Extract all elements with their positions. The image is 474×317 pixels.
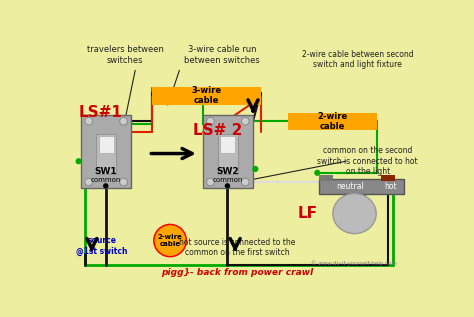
Bar	[319, 175, 333, 181]
Circle shape	[120, 178, 128, 186]
Circle shape	[85, 117, 92, 125]
Text: source
@1st switch: source @1st switch	[76, 236, 128, 256]
Text: LS# 2: LS# 2	[193, 123, 243, 138]
Circle shape	[241, 117, 249, 125]
Bar	[99, 136, 113, 153]
Circle shape	[154, 224, 186, 257]
Text: LF: LF	[297, 206, 317, 221]
Bar	[220, 136, 235, 153]
Text: 2-wire cable between second
switch and light fixture: 2-wire cable between second switch and l…	[302, 50, 413, 69]
Bar	[288, 113, 377, 130]
Circle shape	[225, 183, 230, 189]
Circle shape	[241, 178, 249, 186]
Text: hot source is connected to the
common on the first switch: hot source is connected to the common on…	[179, 238, 296, 257]
Ellipse shape	[333, 194, 376, 234]
Circle shape	[85, 178, 92, 186]
Text: hot: hot	[384, 182, 396, 191]
Text: travelers between
switches: travelers between switches	[87, 45, 164, 65]
Text: common: common	[91, 178, 121, 184]
Text: common: common	[212, 178, 243, 184]
Circle shape	[207, 178, 214, 186]
Text: © www.do-it-yourself-help.com: © www.do-it-yourself-help.com	[311, 261, 397, 267]
Text: SW2: SW2	[216, 167, 239, 176]
Text: neutral: neutral	[336, 182, 364, 191]
Circle shape	[155, 226, 185, 255]
Circle shape	[252, 166, 258, 172]
Text: SW1: SW1	[94, 167, 117, 176]
Text: 2-wire
cable: 2-wire cable	[158, 234, 182, 247]
Bar	[96, 134, 116, 174]
Text: LS#1: LS#1	[78, 105, 122, 120]
Circle shape	[207, 117, 214, 125]
Text: 3-wire cable run
between switches: 3-wire cable run between switches	[184, 45, 260, 65]
Circle shape	[103, 183, 109, 189]
Circle shape	[75, 158, 82, 164]
Text: pigg}- back from power crawl: pigg}- back from power crawl	[161, 268, 314, 277]
Text: 3-wire
cable: 3-wire cable	[191, 86, 221, 106]
Circle shape	[314, 170, 320, 176]
Circle shape	[120, 117, 128, 125]
Text: 2-wire
cable: 2-wire cable	[317, 112, 347, 131]
Bar	[202, 115, 253, 188]
Bar	[218, 134, 237, 174]
Bar	[344, 194, 365, 204]
Text: common on the second
switch is connected to hot
on the light: common on the second switch is connected…	[318, 146, 418, 176]
Bar	[81, 115, 131, 188]
Bar	[381, 175, 395, 181]
Bar	[319, 179, 404, 194]
Bar	[152, 87, 261, 105]
